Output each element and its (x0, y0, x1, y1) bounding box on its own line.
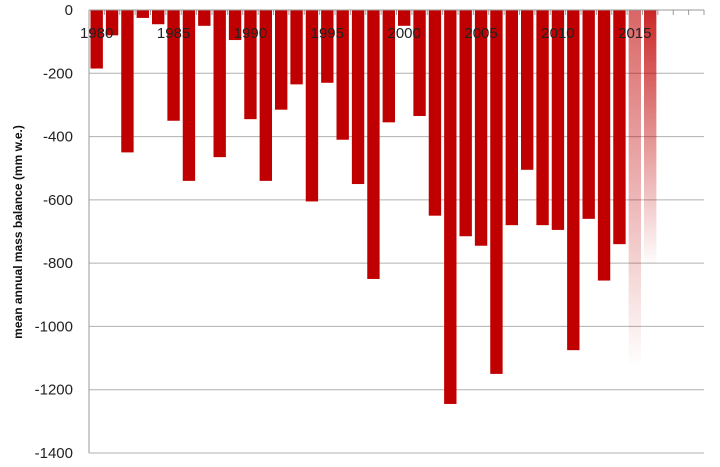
y-tick-label: 0 (65, 2, 73, 19)
bar-1991 (259, 10, 272, 181)
bar-1993 (290, 10, 303, 85)
y-axis-label: mean annual mass balance (mm w.e.) (11, 125, 25, 339)
bar-1981 (105, 10, 119, 36)
bar-2011 (567, 10, 580, 351)
x-tick-labels: 1980 1985 1990 1995 2000 2005 2010 2015 (80, 25, 652, 42)
bar-1987 (198, 10, 211, 26)
bar-1983 (136, 10, 149, 18)
bar-1990 (244, 10, 257, 120)
x-tick-label: 2010 (541, 25, 574, 42)
y-tick-label: -1000 (35, 318, 73, 335)
bar-2013 (597, 10, 611, 281)
bar-1998 (367, 10, 380, 279)
bar-2006 (490, 10, 503, 374)
bars (90, 10, 657, 404)
y-tick-label: -600 (43, 192, 73, 209)
y-tick-labels: 0 -200 -400 -600 -800 -1000 -1200 -1400 (35, 2, 73, 462)
bar-2008 (521, 10, 534, 170)
bar-1982 (121, 10, 134, 153)
bar-1994 (305, 10, 319, 202)
bar-1999 (382, 10, 395, 123)
x-tick-label: 1990 (234, 25, 267, 42)
y-tick-label: -1400 (35, 445, 73, 462)
x-tick-label: 1980 (80, 25, 113, 42)
bar-1995 (321, 10, 334, 83)
bar-2001 (413, 10, 426, 117)
x-tick-label: 2000 (388, 25, 421, 42)
y-tick-label: -200 (43, 65, 73, 82)
bar-2016 (644, 10, 657, 267)
bar-2003 (444, 10, 457, 404)
bar-2012 (582, 10, 595, 219)
bar-1980 (90, 10, 103, 69)
bar-2014 (613, 10, 626, 245)
bar-1988 (213, 10, 226, 158)
x-tick-label: 2015 (618, 25, 651, 42)
bar-2010 (551, 10, 565, 230)
bar-2005 (474, 10, 488, 246)
bar-1984 (152, 10, 165, 25)
x-tick-label: 1985 (157, 25, 190, 42)
bar-1989 (228, 10, 242, 41)
bar-2009 (536, 10, 549, 226)
bar-2000 (398, 10, 411, 26)
x-tick-label: 1995 (311, 25, 344, 42)
bar-2004 (459, 10, 472, 237)
bar-2015 (628, 10, 641, 368)
y-tick-label: -400 (43, 129, 73, 146)
y-tick-label: -800 (43, 255, 73, 272)
x-tick-label: 2005 (464, 25, 497, 42)
bar-1986 (182, 10, 196, 181)
axes (88, 9, 705, 453)
bar-1997 (351, 10, 365, 185)
bar-1992 (275, 10, 288, 110)
gridlines (89, 72, 704, 454)
y-tick-label: -1200 (35, 382, 73, 399)
bar-1985 (167, 10, 180, 121)
bar-1996 (336, 10, 349, 140)
bar-2002 (428, 10, 442, 216)
bar-2007 (505, 10, 518, 226)
